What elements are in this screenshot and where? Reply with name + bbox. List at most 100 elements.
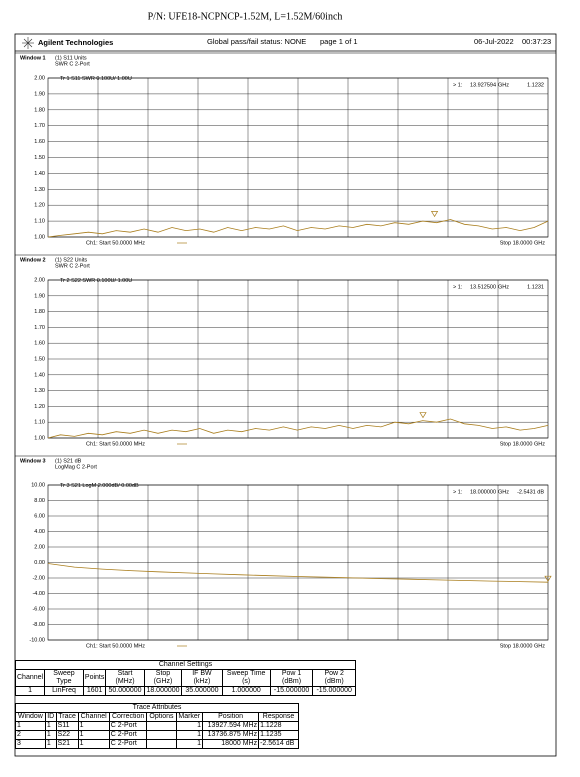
marker-x: 13.512500 (470, 284, 496, 290)
y-tick-label: 1.90 (34, 91, 45, 97)
row: 3 1 S21 1 C 2-Port 1 18000 MHz -2.5614 dB (15, 739, 299, 749)
y-tick-label: -10.00 (29, 637, 45, 643)
cell: -15.000000 (312, 686, 356, 696)
marker-name: > 1: (453, 82, 463, 88)
trace (47, 418, 549, 439)
cell: S11 (55, 721, 79, 731)
marker-y: -2.5431 dB (517, 489, 544, 495)
cell: Sweep Time (s) (221, 669, 271, 687)
row: 1 LinFreq 1601 50.000000 18.000000 35.000000 1… (14, 686, 356, 696)
format: SWR C 2-Port (55, 263, 90, 269)
y-tick-label: 1.60 (34, 341, 45, 347)
plot-border (47, 77, 549, 238)
cell: LinFreq (44, 686, 84, 696)
row: Channel Sweep Type Points Start (MHz) Stop (… (14, 669, 356, 687)
y-tick-label: -2.00 (32, 575, 45, 581)
trace (47, 563, 549, 583)
marker-y: 1.1231 (527, 284, 544, 290)
marker-unit: GHz (498, 284, 509, 290)
stop-label: Stop 18.0000 GHz (500, 240, 546, 246)
cell: 1.1228 (258, 721, 299, 731)
y-tick-label: 1.80 (34, 107, 45, 113)
part-number: P/N: UFE18-NCPNCP-1.52M, L=1.52M/60inch (148, 11, 343, 22)
y-tick-label: 1.20 (34, 203, 45, 209)
cell: Channel Settings (15, 660, 356, 670)
marker (544, 575, 552, 582)
y-tick-label: -4.00 (32, 591, 45, 597)
y-tick-label: 1.60 (34, 139, 45, 145)
y-tick-label: 1.30 (34, 388, 45, 394)
cell: 1 (14, 686, 46, 696)
units: (1) S11 Units (55, 55, 87, 61)
cell: 1 (44, 739, 57, 749)
y-tick-label: 1.40 (34, 372, 45, 378)
cell: 2 (15, 730, 46, 740)
window-label: Window 2 (20, 257, 46, 263)
logo (22, 37, 34, 49)
cell: 18000 MHz (201, 739, 260, 749)
format: LogMag C 2-Port (55, 464, 97, 470)
cell: Pow 1 (dBm) (269, 669, 314, 687)
cell: C 2-Port (108, 721, 148, 731)
channel-settings: Channel Settings Channel Sweep Type Points S… (14, 660, 356, 696)
marker (430, 211, 439, 218)
marker-unit: GHz (498, 489, 509, 495)
cell: 50.000000 (105, 686, 145, 696)
cell: 3 (15, 739, 46, 749)
trace-attributes: Trace Attributes Window ID Trace Channel Corr… (15, 703, 299, 749)
window-label: Window 1 (20, 55, 46, 61)
cell (146, 739, 177, 749)
y-tick-label: 1.30 (34, 187, 45, 193)
cell: 1 (77, 721, 110, 731)
format: SWR C 2-Port (55, 61, 90, 67)
plot-border (47, 484, 549, 641)
units: (1) S21 dB (55, 458, 82, 464)
date: 06-Jul-2022 (474, 37, 514, 46)
start-label: Ch1: Start 50.0000 MHz (86, 441, 145, 447)
trace-label: Tr 1 S11 SWR 0.100U/ 1.00U (60, 76, 132, 82)
marker-name: > 1: (453, 489, 463, 495)
cell: Trace Attributes (15, 703, 299, 713)
cell: Points (82, 669, 107, 687)
cell: Channel (77, 712, 110, 722)
cell: Pow 2 (dBm) (312, 669, 356, 687)
cell: 1601 (82, 686, 107, 696)
row: Trace Attributes (15, 703, 299, 713)
cell: C 2-Port (108, 739, 148, 749)
cell: 13736.875 MHz (201, 730, 260, 740)
marker-x: 13.927594 (470, 82, 496, 88)
time: 00:37:23 (522, 37, 551, 46)
start-label: Ch1: Start 50.0000 MHz (86, 240, 145, 246)
row: 1 1 S11 1 C 2-Port 1 13927.594 MHz 1.1228 (15, 721, 299, 731)
y-tick-label: 1.50 (34, 356, 45, 362)
marker-unit: GHz (498, 82, 509, 88)
cell: Correction (108, 712, 148, 722)
y-tick-label: 10.00 (31, 482, 45, 488)
row: 2 1 S22 1 C 2-Port 1 13736.875 MHz 1.1235 (15, 730, 299, 740)
cell: Stop (GHz) (143, 669, 183, 687)
trace-label: Tr 2 S22 SWR 0.100U/ 1.00U (60, 278, 132, 284)
cell: ID (44, 712, 57, 722)
marker-x: 18.000000 (470, 489, 496, 495)
y-tick-label: -8.00 (32, 622, 45, 628)
marker-name: > 1: (453, 284, 463, 290)
cell: IF BW (kHz) (181, 669, 223, 687)
cell: 1 (77, 739, 110, 749)
y-tick-label: -6.00 (32, 606, 45, 612)
cell: 1.1235 (258, 730, 299, 740)
cell: S22 (55, 730, 79, 740)
cell: S21 (55, 739, 79, 749)
cell: Channel (14, 669, 46, 687)
cell: Sweep Type (44, 669, 84, 687)
y-tick-label: 0.00 (34, 560, 45, 566)
frame (14, 33, 557, 757)
plot-border (47, 279, 549, 439)
y-tick-label: 1.10 (34, 219, 45, 225)
row: Window ID Trace Channel Correction Options Mar… (15, 712, 299, 722)
y-tick-label: 1.20 (34, 404, 45, 410)
marker-y: 1.1232 (527, 82, 544, 88)
y-tick-label: 2.00 (34, 277, 45, 283)
marker (419, 412, 427, 419)
cell: 1.000000 (221, 686, 271, 696)
cell: 1 (44, 721, 57, 731)
